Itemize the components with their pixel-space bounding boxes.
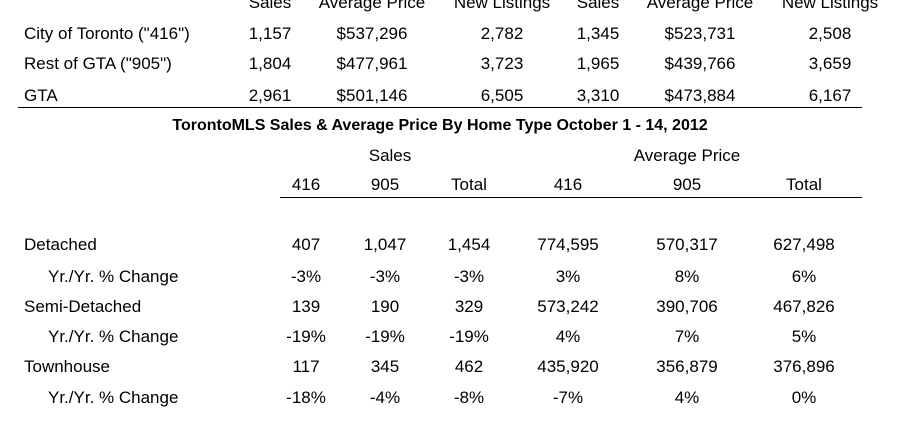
column-header: Total (451, 175, 487, 194)
table-cell: -4% (369, 388, 401, 407)
table-cell: 1,804 (248, 54, 292, 73)
table-cell: 3,310 (576, 86, 620, 105)
table-cell: -18% (286, 388, 326, 407)
group-header-sales: Sales (368, 146, 412, 165)
row-label: Townhouse (24, 357, 111, 376)
header-new-listings-2: New Listings (781, 0, 879, 12)
table-cell: -3% (290, 267, 322, 286)
table-cell: 329 (454, 297, 484, 316)
row-label: Yr./Yr. % Change (48, 388, 179, 407)
table-cell: 2,508 (808, 24, 852, 43)
column-header: 416 (553, 175, 583, 194)
table-cell: 573,242 (537, 297, 599, 316)
table-cell: 627,498 (773, 235, 835, 254)
table-cell: 407 (291, 235, 321, 254)
table-cell: 4% (674, 388, 700, 407)
column-header: 905 (672, 175, 702, 194)
table-cell: 2,782 (480, 24, 524, 43)
table-cell: 1,345 (576, 24, 620, 43)
table-cell: $473,884 (664, 86, 736, 105)
column-header: 416 (291, 175, 321, 194)
row-label: GTA (24, 86, 58, 105)
row-label: Yr./Yr. % Change (48, 267, 179, 286)
table-cell: -19% (286, 327, 326, 346)
table-cell: 5% (791, 327, 817, 346)
header-underline (280, 197, 862, 198)
column-header: 905 (370, 175, 400, 194)
header-new-listings-1: New Listings (453, 0, 551, 12)
header-sales-1: Sales (248, 0, 292, 12)
table-cell: 190 (370, 297, 400, 316)
row-label: Semi-Detached (24, 297, 142, 316)
table-cell: 435,920 (537, 357, 599, 376)
table-cell: 1,157 (248, 24, 292, 43)
table-cell: 462 (454, 357, 484, 376)
table-divider (18, 107, 862, 108)
group-header-average-price: Average Price (633, 146, 741, 165)
table-cell: 1,965 (576, 54, 620, 73)
table-cell: 2,961 (248, 86, 292, 105)
table-cell: -7% (552, 388, 584, 407)
table-cell: 117 (292, 357, 320, 376)
header-avg-price-2: Average Price (646, 0, 754, 12)
table-cell: 7% (674, 327, 700, 346)
table-cell: 390,706 (656, 297, 718, 316)
table-cell: $523,731 (664, 24, 736, 43)
table-cell: 8% (674, 267, 700, 286)
table-cell: -3% (453, 267, 485, 286)
table-cell: 6,167 (808, 86, 852, 105)
table-cell: 1,454 (447, 235, 491, 254)
header-avg-price-1: Average Price (318, 0, 426, 12)
table-cell: 3,723 (480, 54, 524, 73)
table-cell: -8% (453, 388, 485, 407)
table-cell: 6% (791, 267, 817, 286)
table-cell: 570,317 (656, 235, 718, 254)
table-cell: $501,146 (336, 86, 408, 105)
row-label: Rest of GTA ("905") (24, 54, 172, 73)
table-cell: $477,961 (336, 54, 408, 73)
table-cell: 0% (791, 388, 817, 407)
table-cell: 467,826 (773, 297, 835, 316)
table-cell: 774,595 (537, 235, 599, 254)
table-cell: $439,766 (664, 54, 736, 73)
table-cell: 3,659 (808, 54, 852, 73)
row-label: Detached (24, 235, 97, 254)
section-title: TorontoMLS Sales & Average Price By Home… (172, 117, 708, 134)
table-cell: -3% (369, 267, 401, 286)
table-cell: -19% (365, 327, 405, 346)
table-cell: 6,505 (480, 86, 524, 105)
table-cell: 345 (370, 357, 400, 376)
table-cell: 356,879 (656, 357, 718, 376)
row-label: Yr./Yr. % Change (48, 327, 179, 346)
header-sales-2: Sales (576, 0, 620, 12)
table-cell: $537,296 (336, 24, 408, 43)
table-cell: 4% (555, 327, 581, 346)
table-cell: -19% (449, 327, 489, 346)
table-cell: 376,896 (773, 357, 835, 376)
column-header: Total (786, 175, 822, 194)
table-cell: 139 (291, 297, 321, 316)
table-cell: 1,047 (363, 235, 407, 254)
row-label: City of Toronto ("416") (24, 24, 190, 43)
table-cell: 3% (555, 267, 581, 286)
